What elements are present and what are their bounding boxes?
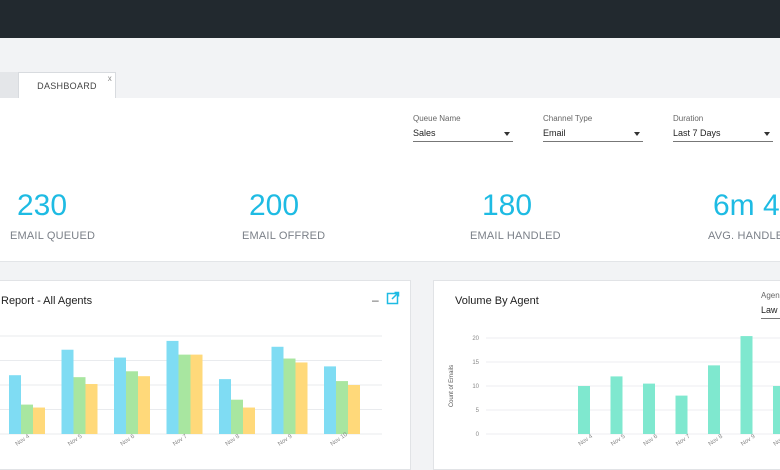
volume-card-title: Volume By Agent [455,295,539,307]
channel-type-label: Channel Type [543,114,593,123]
kpi-value: 230 [17,189,68,222]
kpi-label: EMAIL QUEUED [10,230,96,242]
bar [578,386,590,434]
x-tick-label: Nov 4 [15,433,32,447]
chevron-down-icon [634,132,640,136]
kpi-value: 200 [249,189,300,222]
kpi-strip: 230 EMAIL QUEUED 200 EMAIL OFFRED 180 EM… [0,166,780,262]
bar [610,376,623,434]
kpi-label: EMAIL HANDLED [470,230,561,242]
x-tick-label: Nov 4 [578,433,595,447]
duration-label: Duration [673,114,704,123]
bar [295,362,308,434]
x-tick-label: Nov 1 [773,433,780,447]
agent-select[interactable]: Law [761,305,780,319]
y-tick-label: 10 [472,384,479,390]
channel-type-value: Email [543,128,566,138]
x-tick-label: Nov 9 [740,433,757,447]
tab-dashboard-label: DASHBOARD [37,80,97,91]
bar [740,336,753,434]
bar [178,354,191,434]
duration-select[interactable]: Last 7 Days [673,126,773,142]
y-tick-label: 15 [472,360,479,366]
minimize-icon[interactable]: – [372,293,379,307]
tab-stub[interactable] [0,72,19,98]
volume-card: Volume By Agent Agen Law 0 5 10 15 20 Count o… [433,280,780,470]
x-tick-label: Nov 7 [172,433,189,447]
bar [708,365,720,434]
bar [21,404,33,434]
report-card: Report - All Agents – Nov 4 Nov 5 Nov 6 Nov… [0,280,411,470]
bar [324,366,336,434]
x-tick-label: Nov 5 [610,433,627,447]
channel-type-select[interactable]: Email [543,126,643,142]
tab-dashboard[interactable]: DASHBOARD x [18,72,116,98]
bar [243,407,255,434]
y-tick-label: 5 [476,408,480,414]
chevron-down-icon [504,132,510,136]
kpi-email-handled: 180 EMAIL HANDLED [470,188,561,242]
kpi-label: AVG. HANDLE [708,230,780,242]
bar [61,349,74,434]
bar [138,376,150,434]
kpi-value: 180 [482,189,533,222]
bar [773,386,780,434]
top-navbar [0,0,780,38]
kpi-label: EMAIL OFFRED [242,230,326,242]
queue-name-value: Sales [413,128,436,138]
bar [114,357,126,434]
bar [271,346,284,434]
open-external-icon[interactable] [386,291,400,305]
y-tick-label: 0 [476,432,480,438]
bar [9,375,21,434]
filter-bar: Queue Name Sales Channel Type Email Dura… [0,98,780,167]
tab-close-icon[interactable]: x [107,74,112,83]
queue-name-select[interactable]: Sales [413,126,513,142]
bar [231,399,243,434]
report-chart: Nov 4 Nov 5 Nov 6 Nov 7 Nov 8 Nov 9 Nov 10 [0,335,382,448]
agent-label: Agen [761,291,780,300]
bar [190,354,203,434]
bar [126,371,138,434]
x-tick-label: Nov 8 [708,433,725,447]
x-tick-label: Nov 6 [643,433,660,447]
bar [348,385,360,434]
queue-name-label: Queue Name [413,114,461,123]
x-tick-label: Nov 6 [120,433,137,447]
kpi-avg-handle: 6m 4 AVG. HANDLE [708,188,780,242]
bar [219,379,231,434]
tab-bar: DASHBOARD x [0,38,780,99]
bar [73,377,86,434]
volume-chart: 0 5 10 15 20 Count of Emails Nov 4 Nov 5 Nov 6 No… [449,336,780,448]
x-tick-label: Nov 5 [67,433,84,447]
kpi-value: 6m 4 [713,189,780,222]
bar [166,340,179,434]
bar [643,383,655,434]
duration-filter: Duration Last 7 Days [673,114,773,142]
bar [85,384,98,434]
x-tick-label: Nov 7 [675,433,692,447]
y-tick-label: 20 [472,336,479,342]
duration-value: Last 7 Days [673,128,721,138]
chevron-down-icon [764,132,770,136]
bar [283,358,296,434]
bar [336,381,348,434]
kpi-email-offred: 200 EMAIL OFFRED [242,188,325,242]
bar [675,395,688,434]
y-axis-label: Count of Emails [449,365,455,407]
queue-name-filter: Queue Name Sales [413,114,513,142]
kpi-email-queued: 230 EMAIL QUEUED [10,188,95,242]
x-tick-label: Nov 8 [225,433,242,447]
channel-type-filter: Channel Type Email [543,114,643,142]
bar [33,407,45,434]
report-card-title: Report - All Agents [1,295,93,307]
x-tick-label: Nov 9 [277,433,294,447]
